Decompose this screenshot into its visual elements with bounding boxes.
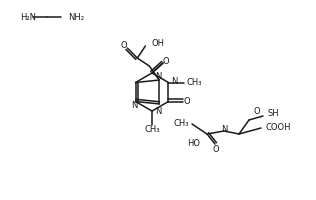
Text: H₂N: H₂N bbox=[20, 12, 36, 21]
Text: HO: HO bbox=[187, 138, 200, 148]
Text: COOH: COOH bbox=[265, 123, 290, 132]
Text: O: O bbox=[120, 41, 127, 50]
Text: O: O bbox=[183, 97, 190, 106]
Text: N: N bbox=[172, 77, 178, 86]
Text: N: N bbox=[155, 72, 161, 81]
Text: CH₃: CH₃ bbox=[144, 124, 160, 134]
Text: O: O bbox=[254, 108, 260, 116]
Text: O: O bbox=[213, 144, 219, 154]
Text: N: N bbox=[131, 101, 138, 110]
Text: N: N bbox=[155, 108, 161, 116]
Text: CH₃: CH₃ bbox=[173, 118, 189, 128]
Text: SH: SH bbox=[267, 108, 279, 117]
Text: NH₂: NH₂ bbox=[68, 12, 84, 21]
Text: OH: OH bbox=[151, 39, 164, 48]
Text: N: N bbox=[221, 124, 227, 134]
Text: O: O bbox=[163, 56, 169, 66]
Text: CH₃: CH₃ bbox=[186, 78, 202, 87]
